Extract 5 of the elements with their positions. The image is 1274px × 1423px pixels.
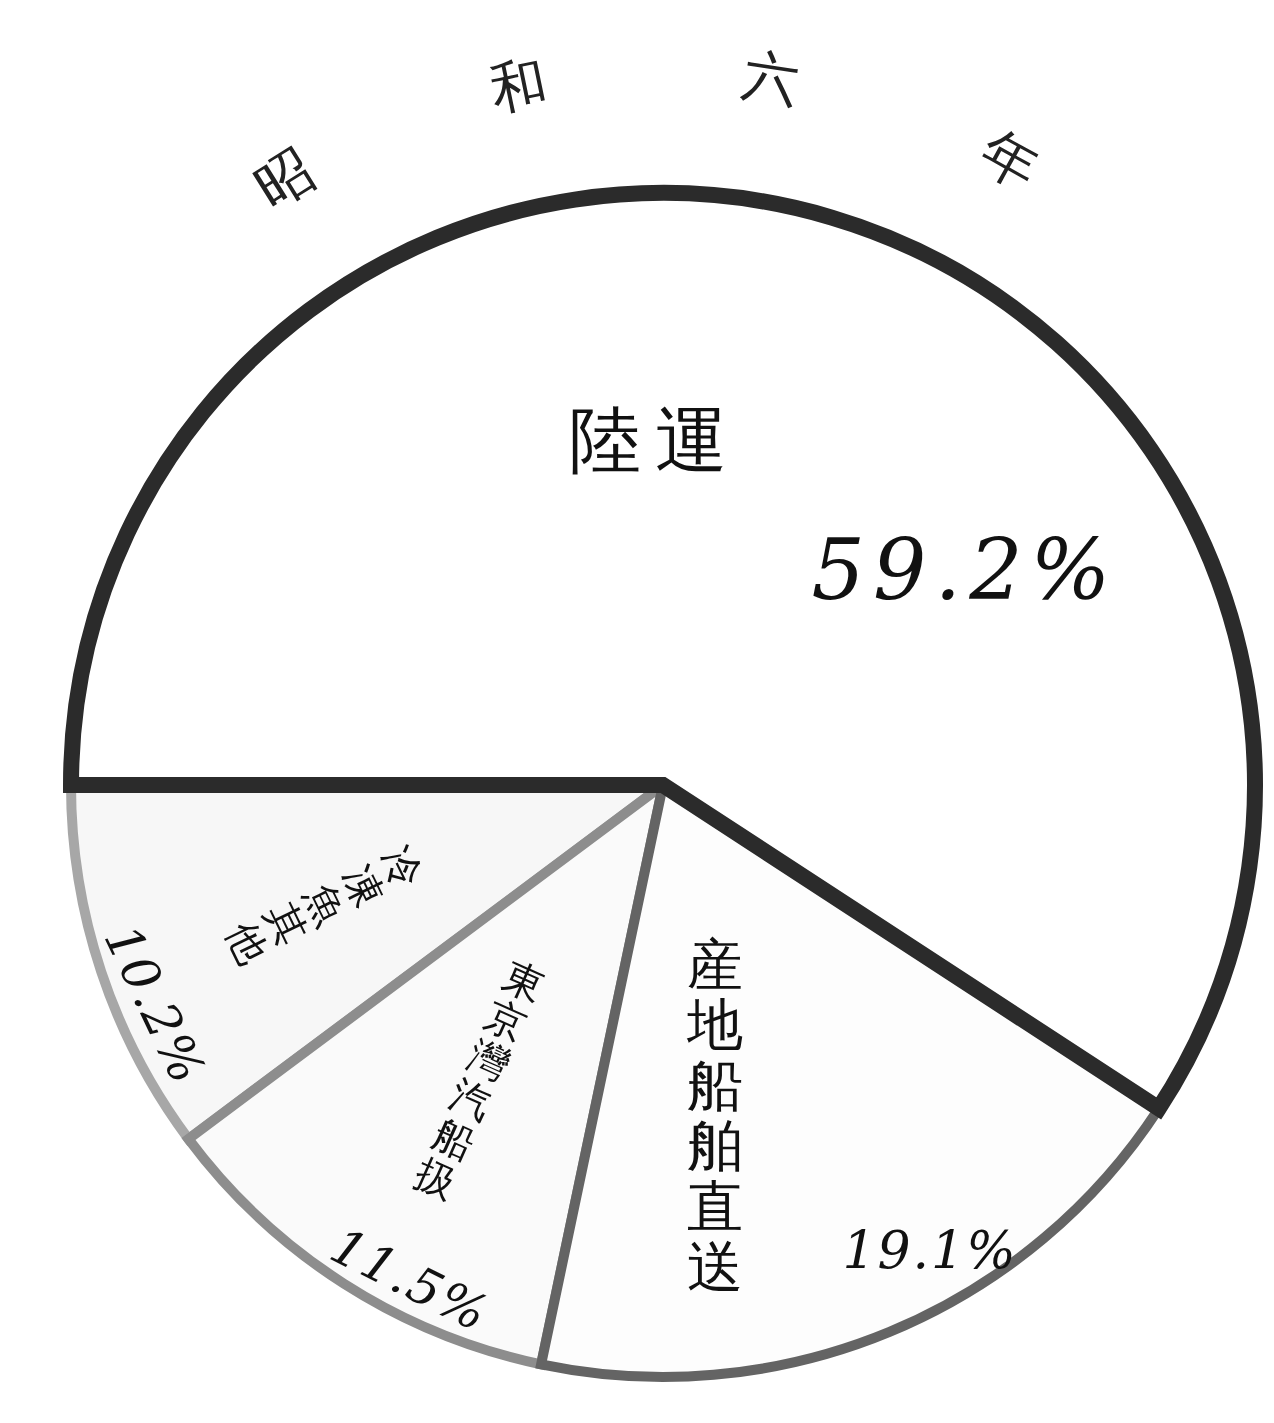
slice-label: 産地船舶直送 bbox=[686, 931, 743, 1299]
chart-title: 昭和六年 bbox=[243, 41, 1050, 222]
slice-label: 陸運 bbox=[569, 398, 741, 482]
data-label: 19.1% bbox=[842, 1220, 1018, 1280]
data-label: 59.2% bbox=[811, 521, 1119, 619]
